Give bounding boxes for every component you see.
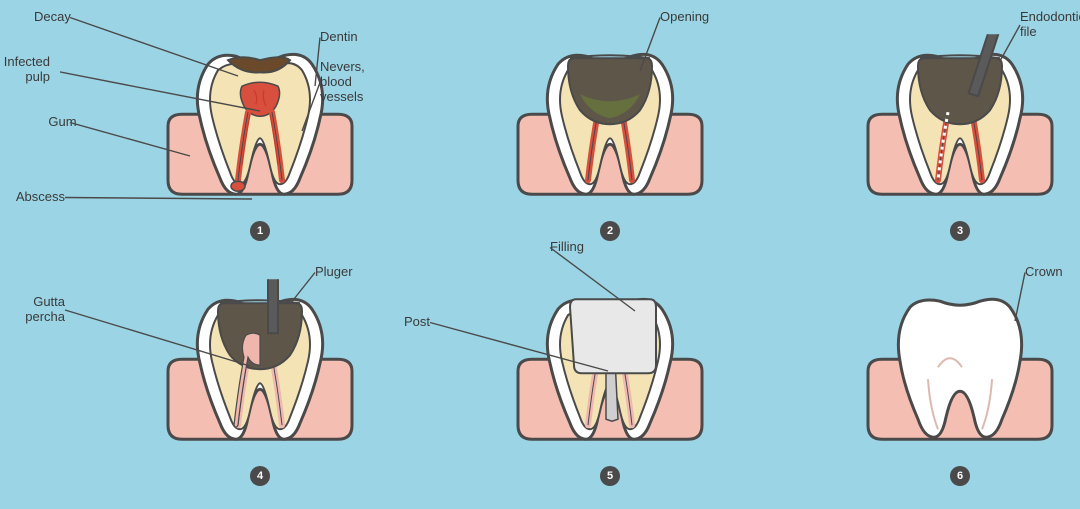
panel-3: 3Endodontic file <box>820 20 1080 245</box>
label-text: Gum <box>48 115 70 130</box>
panel-6: 6 Crown <box>820 265 1080 490</box>
label-text: Abscess <box>15 190 65 205</box>
step-badge: 2 <box>600 221 620 241</box>
panel-2: 2Opening <box>470 20 750 245</box>
step-badge: 4 <box>250 466 270 486</box>
panel-4: 4PlugerGutta percha <box>120 265 400 490</box>
step-badge: 3 <box>950 221 970 241</box>
tooth-illustration-1 <box>150 34 370 224</box>
root-canal-infographic: 1DecayDentinInfected pulpNevers, blood v… <box>0 0 1080 509</box>
label-text: Infected pulp <box>0 55 50 85</box>
step-badge: 5 <box>600 466 620 486</box>
tooth-illustration-6 <box>850 279 1070 469</box>
tooth-illustration-4 <box>150 279 370 469</box>
label-text: Gutta percha <box>22 295 65 325</box>
tooth-illustration-3 <box>850 34 1070 224</box>
step-badge: 1 <box>250 221 270 241</box>
label-text: Post <box>401 315 430 330</box>
label-text: Opening <box>660 10 709 25</box>
label-text: Pluger <box>315 265 353 280</box>
panel-5: 5FillingPost <box>470 265 750 490</box>
label-text: Crown <box>1025 265 1063 280</box>
tooth-illustration-2 <box>500 34 720 224</box>
panel-1: 1DecayDentinInfected pulpNevers, blood v… <box>120 20 400 245</box>
label-text: Decay <box>34 10 70 25</box>
step-badge: 6 <box>950 466 970 486</box>
tooth-illustration-5 <box>500 279 720 469</box>
